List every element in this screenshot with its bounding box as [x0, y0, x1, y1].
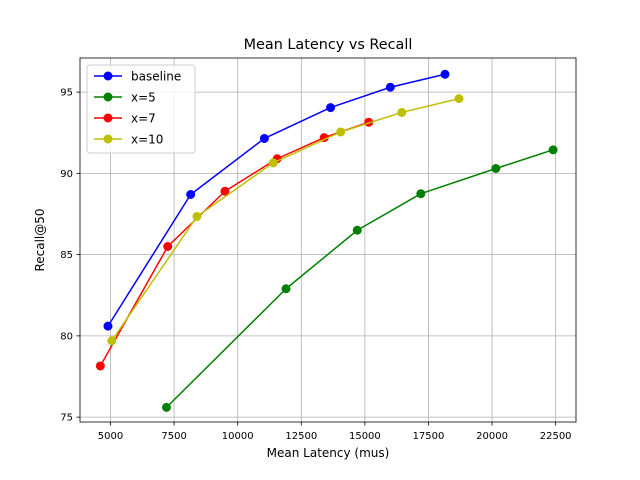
series-x=10	[107, 94, 464, 346]
data-point-x=5	[281, 284, 291, 294]
x-tick-label: 10000	[222, 431, 254, 442]
data-point-x=10	[336, 127, 346, 137]
y-tick-label: 90	[60, 169, 73, 180]
data-point-x=7	[220, 186, 230, 196]
legend-label: x=7	[131, 112, 156, 126]
data-point-baseline	[103, 321, 113, 331]
data-point-x=5	[352, 225, 362, 235]
data-point-x=5	[161, 402, 171, 412]
x-tick-label: 12500	[285, 431, 317, 442]
data-point-x=10	[192, 211, 202, 221]
legend-label: x=5	[131, 91, 156, 105]
legend-box	[86, 64, 196, 154]
data-point-baseline	[326, 103, 336, 113]
series-line-baseline	[107, 73, 446, 327]
data-point-baseline	[440, 69, 450, 79]
chart-title: Mean Latency vs Recall	[244, 37, 413, 53]
legend-label: x=10	[131, 133, 163, 147]
y-tick-label: 80	[60, 331, 73, 342]
legend-item-baseline: baseline	[94, 70, 181, 84]
legend-marker	[103, 92, 113, 102]
series-line-x=7	[99, 121, 369, 367]
x-tick-label: 22500	[540, 431, 572, 442]
data-point-x=7	[163, 242, 173, 251]
series-x=5	[161, 145, 558, 412]
data-point-x=7	[95, 361, 105, 371]
data-point-baseline	[259, 133, 269, 143]
legend-item-x=7: x=7	[94, 112, 156, 126]
data-point-x=10	[107, 336, 117, 346]
y-tick-label: 95	[60, 88, 73, 99]
legend-marker	[103, 134, 113, 144]
data-point-baseline	[186, 190, 196, 199]
series-line-x=5	[165, 149, 554, 408]
data-point-x=10	[397, 107, 407, 117]
data-point-baseline	[385, 82, 395, 92]
data-point-x=10	[454, 94, 464, 104]
legend-marker	[103, 71, 113, 81]
x-axis-label: Mean Latency (mus)	[267, 446, 390, 460]
y-tick-label: 75	[60, 413, 73, 424]
series-baseline	[103, 69, 450, 331]
y-axis-label: Recall@50	[33, 208, 47, 271]
x-tick-label: 15000	[349, 431, 381, 442]
legend-item-x=5: x=5	[94, 91, 156, 105]
x-tick-label: 17500	[413, 431, 445, 442]
axis-ticks: 5000 7500 10000 12500 15000 17500 20000 22500 75…	[60, 88, 571, 442]
y-tick-label: 85	[60, 250, 73, 261]
legend-marker	[103, 113, 113, 123]
legend-label: baseline	[131, 70, 181, 84]
x-tick-label: 20000	[476, 431, 508, 442]
data-point-x=5	[548, 145, 558, 155]
x-tick-label: 5000	[98, 431, 123, 442]
series-layer	[95, 69, 558, 412]
series-line-x=10	[111, 97, 460, 342]
data-point-x=5	[491, 164, 501, 173]
plot-area-frame	[79, 57, 577, 423]
data-point-x=10	[268, 158, 278, 168]
legend: baseline x=5 x=7 x=10	[86, 64, 196, 154]
x-tick-label: 7500	[161, 431, 186, 442]
data-point-x=5	[416, 189, 426, 199]
legend-item-x=10: x=10	[94, 133, 163, 147]
